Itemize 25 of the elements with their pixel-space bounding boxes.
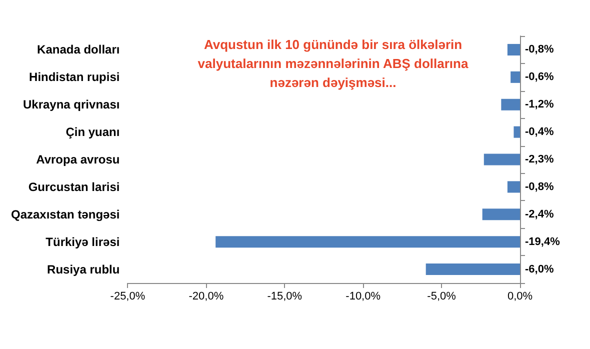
y-tick-label: Türkiyə lirəsi xyxy=(46,234,120,249)
x-tick-label: -15,0% xyxy=(267,290,302,302)
data-label: -2,3% xyxy=(525,154,554,166)
data-label: -0,4% xyxy=(525,126,554,138)
data-label: -6,0% xyxy=(525,263,554,276)
data-label: -0,6% xyxy=(525,71,554,84)
y-tick-label: Qazaxıstan təngəsi xyxy=(10,207,120,222)
x-tick-label: -5,0% xyxy=(427,290,456,302)
y-tick-label: Gurcustan larisi xyxy=(28,180,120,194)
y-tick-label: Ukrayna qrivnası xyxy=(22,98,120,112)
text: Avqustun ilk 10 günündə bir sıra ölkələrin valyutalarının məzənnələrinin ABŞ dollarına nəzərən dəyişməsi... xyxy=(198,37,469,90)
y-tick-label: Avropa avrosu xyxy=(36,152,120,166)
x-tick-label: -25,0% xyxy=(110,290,146,302)
data-label: -0,8% xyxy=(525,44,554,56)
x-tick-label: -20,0% xyxy=(188,290,224,302)
data-label: -0,8% xyxy=(525,180,554,193)
x-tick-label: 0,0% xyxy=(507,290,533,302)
data-label: -1,2% xyxy=(525,98,554,111)
data-label: -19,4% xyxy=(525,236,560,248)
y-tick-label: Kanada dolları xyxy=(37,42,120,57)
y-tick-label: Çin yuanı xyxy=(66,125,120,140)
y-tick-label: Hindistan rupisi xyxy=(29,70,120,84)
y-tick-label: Rusiya rublu xyxy=(47,262,120,276)
x-tick-label: -10,0% xyxy=(346,290,381,302)
data-label: -2,4% xyxy=(525,208,554,220)
